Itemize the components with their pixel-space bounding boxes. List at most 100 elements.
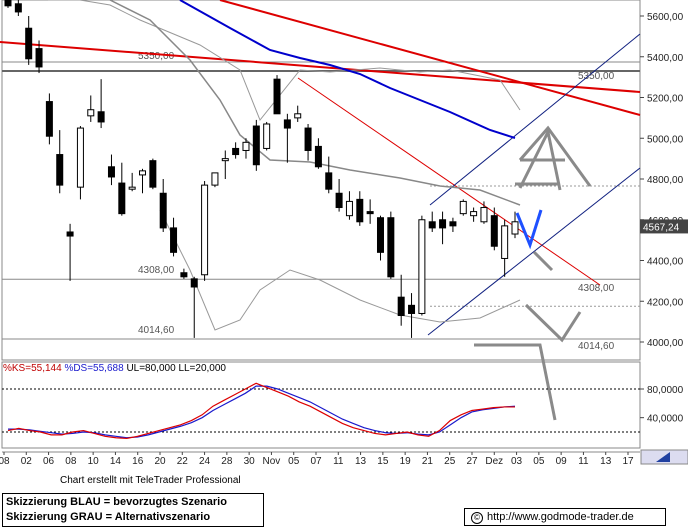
- y-tick-label: 5600,00: [647, 12, 684, 23]
- candle-body-up: [221, 158, 229, 162]
- channel-lower-line: [427, 167, 641, 336]
- candle-body-down: [283, 119, 291, 129]
- red-trend-line-steep: [219, 0, 641, 116]
- candle: [56, 130, 64, 194]
- candle-body-down: [4, 0, 12, 7]
- candle: [418, 215, 426, 316]
- candle-body-down: [25, 27, 33, 60]
- candle: [304, 123, 312, 161]
- x-tick-label: 21: [422, 456, 434, 467]
- candle: [139, 168, 147, 194]
- x-tick-label: 25: [444, 456, 456, 467]
- candle-body-down: [408, 304, 416, 314]
- red-trend-line-thin: [297, 77, 601, 286]
- candle-body-up: [87, 109, 95, 117]
- candle-body-down: [180, 272, 188, 278]
- candle: [387, 211, 395, 279]
- candle-body-down: [397, 296, 405, 317]
- oscillator-legend-item: %KS=55,144: [3, 363, 64, 374]
- candle-body-up: [263, 123, 271, 149]
- candle: [335, 179, 343, 212]
- price-panel-frame: [1, 0, 641, 361]
- candle-body-down: [35, 48, 43, 68]
- candle: [376, 215, 384, 261]
- candle: [366, 199, 374, 224]
- candle-body-down: [45, 101, 53, 137]
- x-tick-label: 22: [177, 456, 189, 467]
- candle-body-up: [470, 211, 478, 217]
- scenario-grey-path: [518, 125, 592, 187]
- candle-body-up: [418, 219, 426, 314]
- scenario-grey-path: [532, 250, 554, 272]
- x-tick-label: 03: [511, 456, 523, 467]
- candle-body-up: [211, 172, 219, 186]
- candle: [397, 274, 405, 326]
- candle: [159, 179, 167, 232]
- x-tick-label: 06: [43, 456, 55, 467]
- y-tick-label: 5200,00: [647, 94, 684, 105]
- candle: [252, 119, 260, 171]
- candle: [263, 121, 271, 151]
- candle: [211, 172, 219, 188]
- level-label: 5350,00: [138, 51, 175, 62]
- y-tick-label: 4200,00: [647, 297, 684, 308]
- scroll-arrow-shape: [656, 452, 670, 462]
- oscillator-legend-item: %DS=55,688: [64, 363, 126, 374]
- moving-average-blue: [179, 0, 516, 139]
- candle: [294, 105, 302, 122]
- x-tick-label: 07: [310, 456, 322, 467]
- last-price-label: 4567,24: [643, 222, 680, 233]
- candle-body-down: [118, 182, 126, 215]
- website-link[interactable]: © http://www.godmode-trader.de: [464, 508, 666, 526]
- level-label: 4308,00: [578, 283, 615, 294]
- candle-body-down: [449, 221, 457, 227]
- candle-body-up: [501, 225, 509, 259]
- candle: [459, 199, 467, 216]
- x-tick-label: 27: [466, 456, 478, 467]
- osc-tick-label: 80,0000: [647, 385, 684, 396]
- scenario-grey-path: [524, 303, 582, 343]
- bollinger-lower-band: [159, 209, 521, 331]
- osc-tick-label: 40,0000: [647, 414, 684, 425]
- level-label: 4014,60: [578, 341, 615, 352]
- copyright-icon: ©: [471, 512, 483, 524]
- candle-body-down: [149, 160, 157, 188]
- candle: [87, 95, 95, 122]
- candle: [314, 138, 322, 169]
- y-tick-label: 5400,00: [647, 53, 684, 64]
- level-label: 4308,00: [138, 265, 175, 276]
- candle: [325, 156, 333, 194]
- x-tick-label: 30: [244, 456, 256, 467]
- candle-body-up: [511, 221, 519, 235]
- candle: [283, 113, 291, 163]
- candle-body-down: [376, 217, 384, 253]
- oscillator-ks-line: [7, 382, 515, 440]
- candle: [345, 191, 353, 220]
- channel-upper-line: [429, 33, 641, 206]
- legend-line-blue: Skizzierung BLAU = bevorzugtes Szenario: [6, 496, 227, 508]
- candle-body-up: [201, 184, 209, 276]
- scenario-legend: Skizzierung BLAU = bevorzugtes Szenario …: [2, 493, 264, 527]
- candle: [470, 207, 478, 222]
- candle-body-down: [170, 227, 178, 253]
- candle-body-up: [345, 200, 353, 217]
- y-tick-label: 4400,00: [647, 257, 684, 268]
- oscillator-legend: %KS=55,144 %DS=55,688 UL=80,000 LL=20,00…: [3, 363, 226, 374]
- oscillator-ds-line: [8, 385, 516, 439]
- candle: [242, 138, 250, 159]
- candle-body-up: [76, 127, 84, 188]
- scroll-right-icon: [640, 449, 688, 465]
- x-tick-label: 19: [400, 456, 412, 467]
- candle-body-down: [356, 198, 364, 223]
- x-tick-label: Nov: [263, 456, 281, 467]
- candle-body-down: [159, 192, 167, 229]
- candle-body-down: [97, 111, 105, 123]
- chart-area: 5600,005400,005200,005000,004800,004600,…: [0, 0, 688, 467]
- level-label: 4014,60: [138, 325, 175, 336]
- x-tick-label: 02: [21, 456, 33, 467]
- legend-line-grey: Skizzierung GRAU = Alternativszenario: [6, 511, 211, 523]
- chart-credit: Chart erstellt mit TeleTrader Profession…: [60, 475, 241, 486]
- candle: [4, 0, 12, 8]
- x-tick-label: 13: [600, 456, 612, 467]
- scenario-blue-path: [515, 209, 543, 250]
